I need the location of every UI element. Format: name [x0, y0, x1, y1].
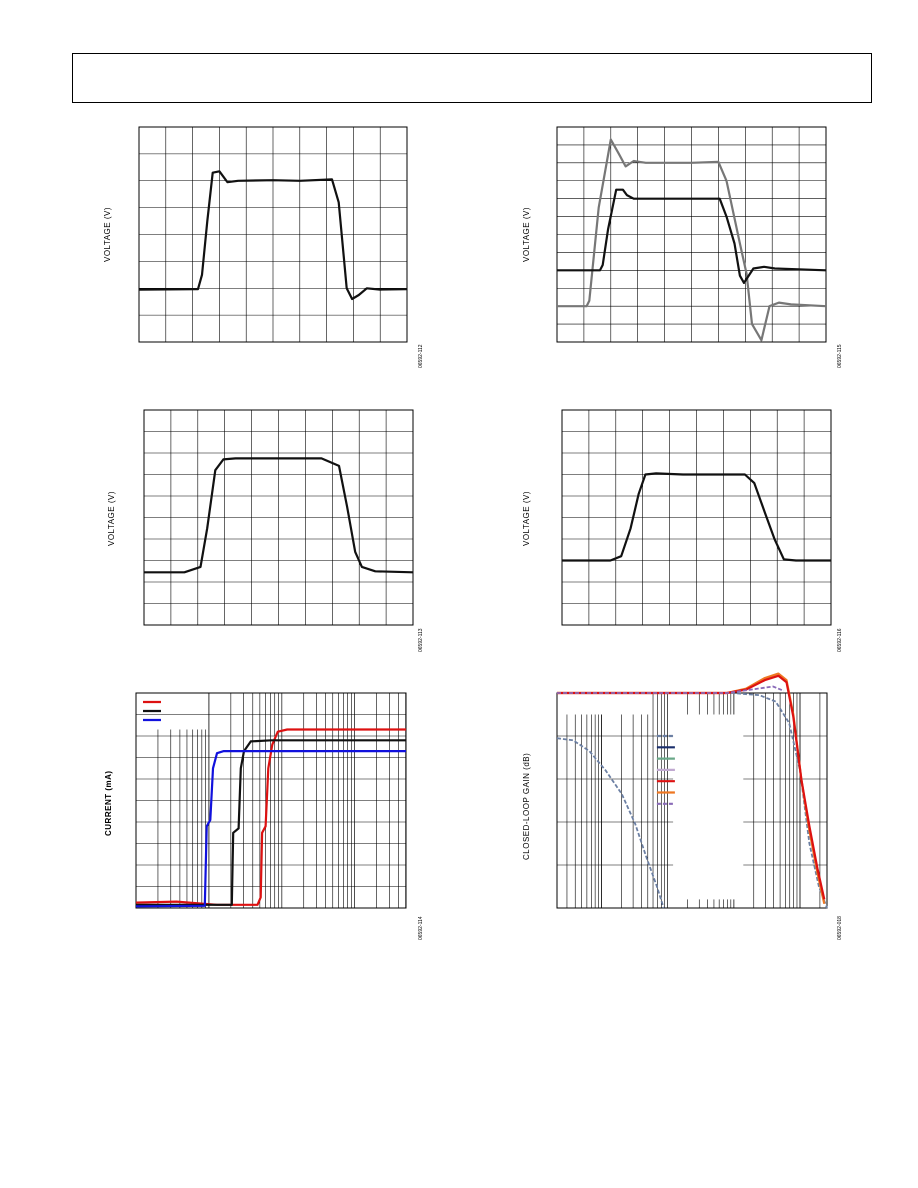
chart-3-series-line [144, 457, 414, 574]
chart-4-grid [561, 409, 832, 626]
chart-4-series-line [562, 472, 831, 562]
chart-6-plot [556, 672, 828, 909]
chart-6-ylabel: CLOSED-LOOP GAIN (dB) [522, 752, 531, 860]
chart-panel-6 [556, 672, 828, 909]
chart-6-legend-box [673, 714, 744, 900]
chart-6-series-line [557, 692, 828, 909]
chart-1-ylabel: VOLTAGE (V) [103, 207, 112, 262]
chart-1-plot [138, 126, 408, 343]
chart-4-plot [561, 409, 832, 626]
chart-panel-4 [561, 409, 832, 626]
chart-panel-5 [135, 692, 407, 909]
chart-3-ylabel: VOLTAGE (V) [107, 491, 116, 546]
chart-3-plot [143, 409, 414, 626]
chart-6-series-line [556, 737, 665, 909]
chart-panel-2 [556, 126, 827, 343]
page-header-box [72, 53, 872, 103]
chart-2-series-line [557, 138, 827, 342]
chart-1-grid [138, 126, 408, 343]
chart-panel-1 [138, 126, 408, 343]
chart-5-series-line [136, 739, 406, 906]
chart-2-ylabel: VOLTAGE (V) [522, 207, 531, 262]
chart-6-grid [556, 692, 828, 909]
chart-5-series-line [135, 750, 406, 908]
chart-1-series-line [138, 170, 408, 301]
chart-5-grid [135, 692, 407, 909]
chart-4-ylabel: VOLTAGE (V) [522, 491, 531, 546]
chart-2-grid [556, 126, 827, 343]
chart-3-figure-id: 06592-113 [418, 628, 424, 652]
chart-4-figure-id: 06592-116 [837, 628, 843, 652]
chart-6-figure-id: 06592-018 [837, 916, 843, 940]
chart-2-figure-id: 06592-115 [837, 344, 843, 368]
chart-2-plot [556, 126, 827, 343]
chart-6-series-line [557, 685, 785, 694]
chart-panel-3 [143, 409, 414, 626]
chart-2-series-line [557, 188, 827, 284]
chart-5-figure-id: 06592-114 [418, 916, 424, 940]
chart-3-grid [143, 409, 414, 626]
chart-5-ylabel: CURRENT (mA) [104, 770, 113, 836]
chart-5-plot [135, 692, 407, 909]
chart-5-series-line [135, 728, 406, 906]
chart-1-figure-id: 06592-112 [418, 344, 424, 368]
